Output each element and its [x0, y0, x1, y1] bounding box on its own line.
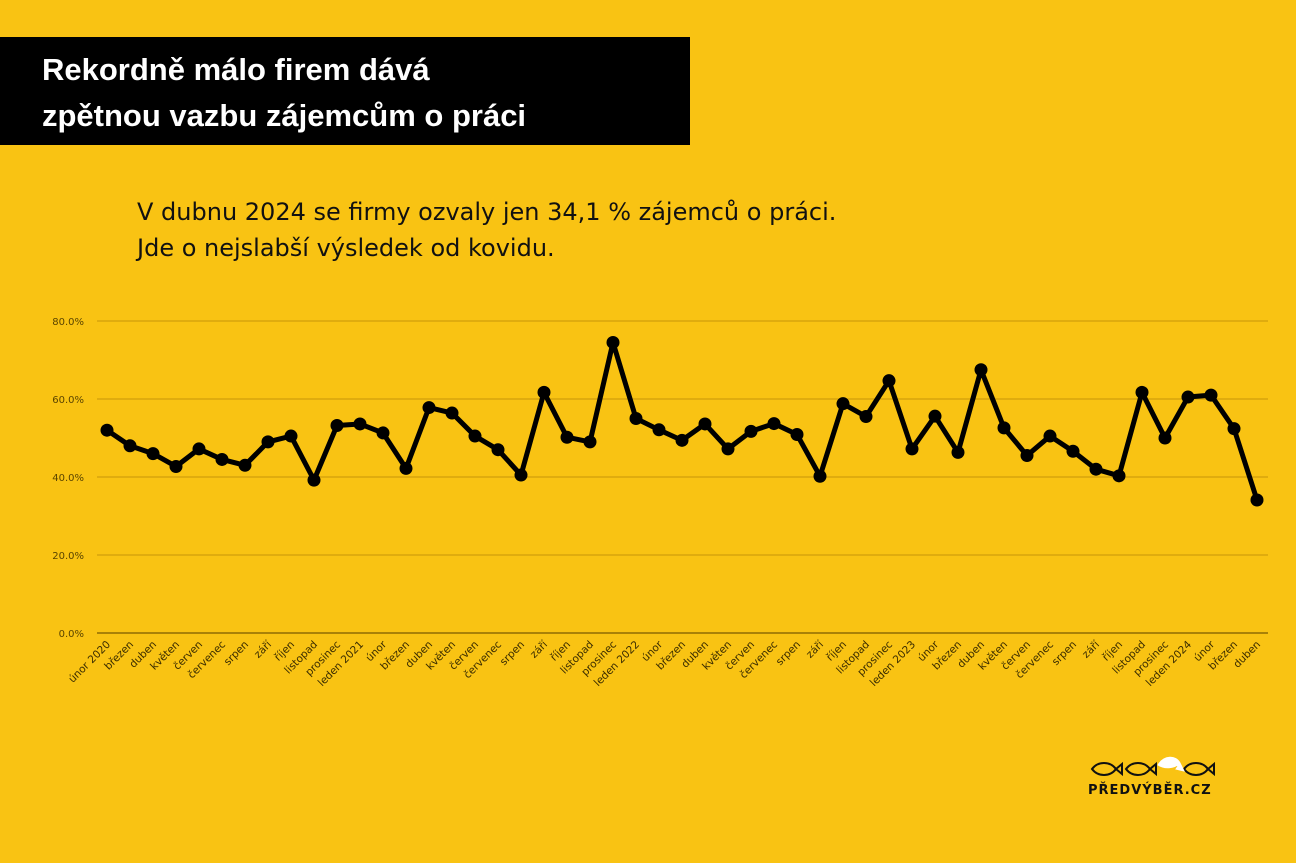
data-point [307, 473, 321, 487]
brand-logo: PŘEDVÝBĚR.CZ [1088, 755, 1222, 805]
y-tick-label: 80.0% [52, 317, 84, 328]
data-point [698, 417, 712, 431]
data-point [330, 419, 344, 433]
fish-icons [1090, 756, 1215, 777]
data-point [652, 423, 666, 437]
x-tick-label: září [252, 638, 275, 661]
data-point [1135, 385, 1149, 399]
data-point [813, 469, 827, 483]
chart-title-line-2: zpětnou vazbu zájemcům o práci [42, 98, 527, 133]
chart-subtitle: V dubnu 2024 se firmy ozvaly jen 34,1 % … [137, 194, 836, 266]
y-tick-label: 60.0% [52, 395, 84, 406]
x-tick-label: srpen [498, 639, 527, 668]
data-point [537, 385, 551, 399]
data-point [583, 435, 597, 449]
data-point [629, 412, 643, 425]
data-point [399, 461, 413, 475]
data-point [238, 458, 252, 472]
data-point [491, 443, 505, 457]
data-point [997, 421, 1011, 435]
x-tick-label: září [804, 638, 827, 661]
data-point [1043, 429, 1057, 443]
logo-text: PŘEDVÝBĚR.CZ [1088, 783, 1212, 798]
x-tick-label: srpen [774, 639, 803, 668]
data-point [353, 417, 367, 431]
data-point [1227, 422, 1241, 436]
data-point [1181, 390, 1195, 404]
data-point [560, 430, 574, 444]
data-point [445, 406, 459, 420]
data-point [376, 426, 390, 440]
data-point [882, 374, 896, 388]
data-point [146, 447, 160, 461]
subtitle-line-2: Jde o nejslabší výsledek od kovidu. [137, 234, 555, 262]
data-point [422, 401, 436, 415]
subtitle-line-1: V dubnu 2024 se firmy ozvaly jen 34,1 % … [137, 198, 837, 226]
y-tick-label: 40.0% [52, 473, 84, 484]
title-banner: Rekordně málo firem dává zpětnou vazbu z… [0, 37, 690, 145]
y-tick-label: 0.0% [59, 629, 84, 640]
data-point [1020, 449, 1034, 463]
data-point [468, 429, 482, 443]
series-line [104, 339, 1260, 503]
data-point [261, 435, 275, 449]
line-chart: 0.0%20.0%40.0%60.0%80.0%únor 2020březend… [52, 317, 1268, 689]
x-tick-label: září [1080, 638, 1103, 661]
y-tick-label: 20.0% [52, 551, 84, 562]
data-point [951, 445, 965, 459]
data-point [1250, 493, 1264, 507]
x-tick-label: září [528, 638, 551, 661]
data-point [1204, 388, 1218, 402]
data-point [169, 459, 183, 473]
data-point [1066, 444, 1080, 458]
data-point [675, 433, 689, 447]
data-point [1158, 431, 1172, 445]
data-point [123, 439, 137, 453]
data-point [1089, 462, 1103, 476]
data-point [859, 410, 873, 424]
data-point [721, 442, 735, 456]
x-tick-label: srpen [222, 639, 251, 668]
data-point [100, 423, 114, 437]
data-point [284, 429, 298, 443]
data-point [928, 409, 942, 423]
data-point [606, 335, 620, 349]
chart-title-line-1: Rekordně málo firem dává [42, 52, 430, 87]
data-point [215, 452, 229, 466]
data-point [836, 397, 850, 411]
data-point [974, 363, 988, 377]
data-point [905, 442, 919, 456]
data-point [514, 468, 528, 482]
data-point [1112, 469, 1126, 483]
x-tick-label: srpen [1050, 639, 1079, 668]
data-point [192, 442, 206, 456]
data-point [744, 424, 758, 438]
data-point [790, 427, 804, 441]
data-point [767, 417, 781, 431]
